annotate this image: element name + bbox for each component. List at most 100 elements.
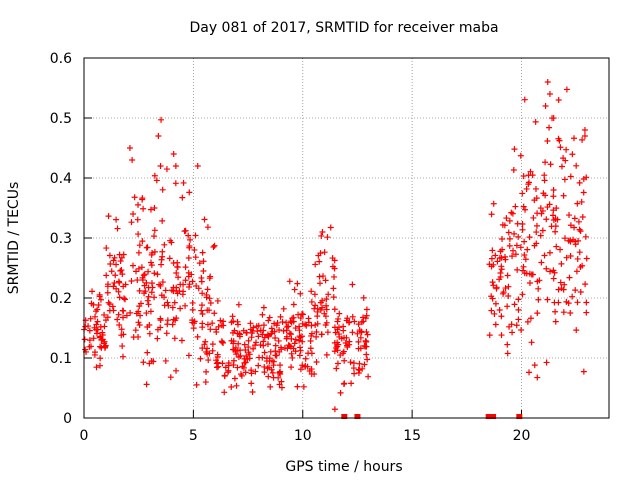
data-point (343, 317, 350, 324)
plot-area-border (83, 57, 610, 419)
data-point (94, 318, 101, 325)
data-point (224, 369, 231, 376)
data-point (544, 138, 551, 145)
peak-data-point (319, 229, 326, 235)
data-point (195, 285, 202, 292)
data-point (174, 263, 181, 270)
data-point (200, 258, 207, 265)
data-point (182, 264, 189, 271)
data-point (230, 318, 237, 325)
data-point (557, 144, 564, 151)
data-point (511, 146, 518, 153)
data-point (168, 239, 175, 246)
data-point (189, 278, 196, 285)
data-point (357, 334, 364, 341)
peak-data-point (129, 157, 136, 163)
y-tick-label: 0 (63, 411, 72, 427)
data-point (583, 255, 590, 262)
data-point (324, 234, 331, 241)
data-point (230, 340, 237, 347)
data-point (117, 258, 124, 265)
data-point (317, 306, 324, 313)
data-point (542, 159, 549, 166)
data-point (526, 369, 533, 376)
data-point (313, 328, 320, 335)
data-point (509, 329, 516, 336)
data-point (111, 254, 118, 261)
data-point (496, 306, 503, 313)
data-point (219, 339, 226, 346)
data-point (286, 330, 293, 337)
data-point (128, 219, 135, 226)
data-point (488, 255, 495, 262)
data-point (318, 232, 325, 239)
data-point (307, 337, 314, 344)
data-point (499, 221, 506, 228)
data-point (308, 298, 315, 305)
data-point (159, 248, 166, 255)
data-point (234, 318, 241, 325)
data-point (185, 232, 192, 239)
data-point (248, 370, 255, 377)
peak-data-point (581, 133, 588, 139)
data-point (139, 238, 146, 245)
data-point (199, 345, 206, 352)
data-point (360, 294, 367, 301)
data-point (560, 192, 567, 199)
data-point (319, 297, 326, 304)
data-point (207, 326, 214, 333)
data-point (253, 323, 260, 330)
data-point (567, 222, 574, 229)
data-point (148, 280, 155, 287)
data-point (241, 341, 248, 348)
data-point (144, 349, 151, 356)
data-point (520, 203, 527, 210)
data-point (513, 242, 520, 249)
data-point (287, 318, 294, 325)
data-point (163, 330, 170, 337)
data-point (170, 288, 177, 295)
data-point (285, 342, 292, 349)
data-point (134, 277, 141, 284)
data-point (204, 321, 211, 328)
data-point (130, 211, 137, 218)
data-point (202, 379, 209, 386)
data-point (331, 273, 338, 280)
data-point (302, 321, 309, 328)
data-point (232, 348, 239, 355)
data-point (558, 260, 565, 267)
data-point (557, 279, 564, 286)
data-point (175, 274, 182, 281)
peak-data-point (542, 103, 549, 109)
data-point (489, 247, 496, 254)
data-point (546, 124, 553, 131)
data-point (575, 237, 582, 244)
data-point (534, 310, 541, 317)
data-point (192, 232, 199, 239)
data-point (313, 358, 320, 365)
y-tick-label: 0.1 (50, 351, 72, 367)
data-point (562, 157, 569, 164)
chart-title: Day 081 of 2017, SRMTID for receiver mab… (189, 20, 498, 36)
data-point (580, 189, 587, 196)
data-point (296, 352, 303, 359)
data-point (104, 283, 111, 290)
data-point (560, 309, 567, 316)
y-tick-label: 0.4 (50, 171, 72, 187)
data-point (148, 262, 155, 269)
data-point (505, 229, 512, 236)
data-point (134, 216, 141, 223)
data-point (122, 281, 129, 288)
data-point (297, 347, 304, 354)
data-point (552, 228, 559, 235)
data-point (94, 326, 101, 333)
data-point (277, 344, 284, 351)
data-point (573, 162, 580, 169)
data-point (135, 201, 142, 208)
data-point (344, 342, 351, 349)
data-point (105, 213, 112, 220)
data-point (302, 355, 309, 362)
data-point (270, 362, 277, 369)
data-point (312, 302, 319, 309)
